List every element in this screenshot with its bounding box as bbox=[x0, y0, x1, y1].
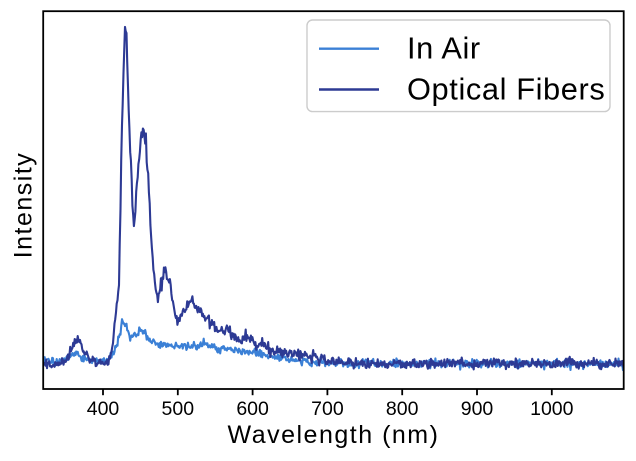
svg-text:400: 400 bbox=[87, 398, 120, 420]
svg-text:700: 700 bbox=[311, 398, 344, 420]
svg-text:1000: 1000 bbox=[530, 398, 574, 420]
svg-text:600: 600 bbox=[236, 398, 269, 420]
svg-text:900: 900 bbox=[461, 398, 494, 420]
svg-text:Intensity: Intensity bbox=[10, 152, 38, 259]
svg-text:Optical Fibers: Optical Fibers bbox=[407, 71, 605, 106]
svg-text:800: 800 bbox=[386, 398, 419, 420]
svg-text:500: 500 bbox=[162, 398, 195, 420]
svg-text:In Air: In Air bbox=[407, 31, 481, 66]
svg-text:Wavelength (nm): Wavelength (nm) bbox=[228, 421, 440, 449]
